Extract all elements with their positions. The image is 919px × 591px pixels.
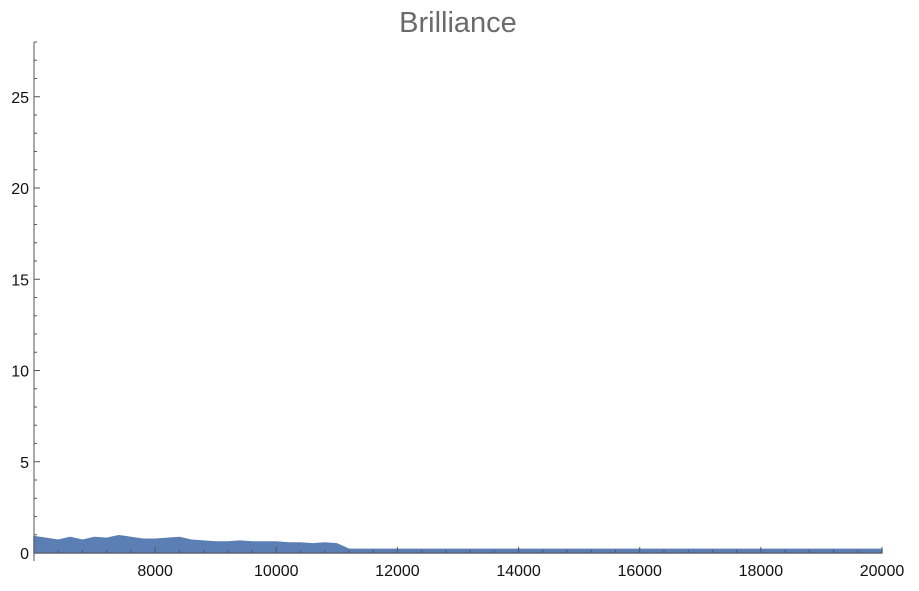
x-tick-label: 16000 bbox=[617, 563, 662, 580]
series-area-0 bbox=[33, 534, 883, 554]
y-tick-label: 15 bbox=[11, 272, 29, 289]
y-ticks: 0 5 10 15 20 25 bbox=[11, 41, 40, 563]
x-tick-label: 14000 bbox=[496, 563, 541, 580]
x-tick-label: 12000 bbox=[375, 563, 420, 580]
y-tick-label: 0 bbox=[20, 546, 29, 563]
x-tick-label: 20000 bbox=[860, 563, 905, 580]
y-tick-label: 20 bbox=[11, 181, 29, 198]
y-tick-label: 25 bbox=[11, 90, 29, 107]
y-tick-label: 10 bbox=[11, 364, 29, 381]
chart-title: Brilliance bbox=[399, 7, 517, 39]
x-tick-label: 8000 bbox=[137, 563, 173, 580]
x-tick-label: 10000 bbox=[254, 563, 299, 580]
x-ticks: 8000 10000 12000 14000 16000 18000 20000 bbox=[33, 547, 905, 580]
plot-area bbox=[33, 534, 883, 554]
y-tick-label: 5 bbox=[20, 455, 29, 472]
x-tick-label: 18000 bbox=[739, 563, 784, 580]
